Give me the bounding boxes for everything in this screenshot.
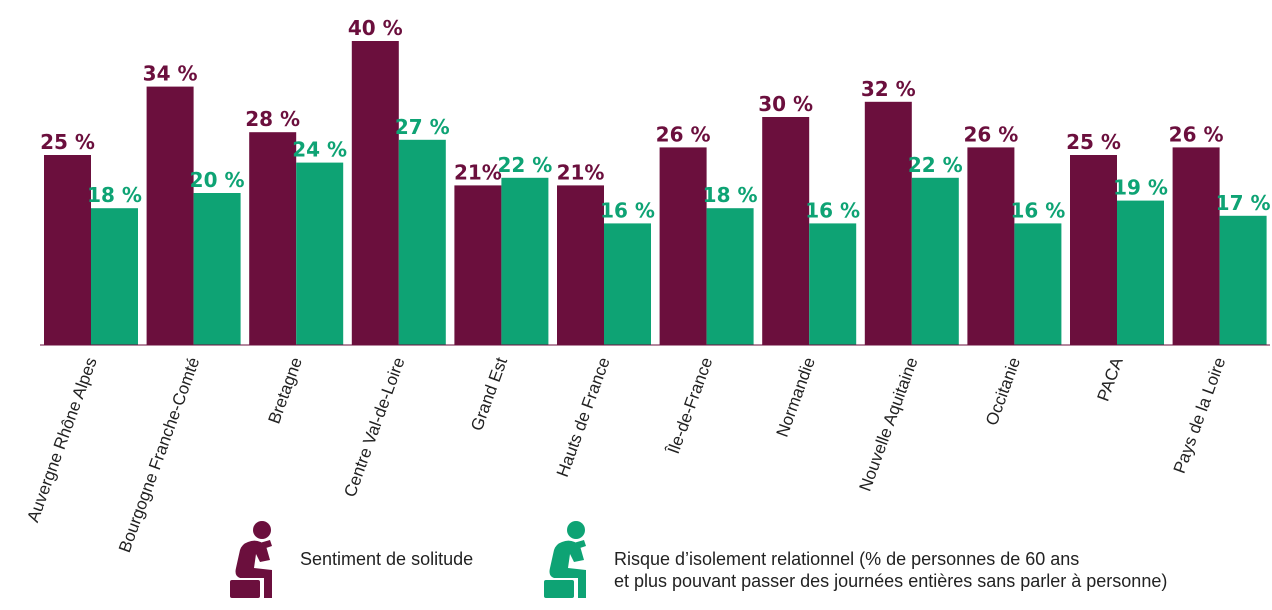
bar-isolement-3 (398, 139, 446, 345)
value-label-isolement-2: 24 % (292, 138, 347, 162)
value-label-solitude-1: 34 % (143, 62, 198, 86)
value-label-solitude-9: 26 % (963, 122, 1018, 146)
bar-isolement-11 (1219, 215, 1267, 345)
bars-group (44, 41, 1267, 345)
bar-solitude-8 (864, 101, 912, 345)
category-label-0: Auvergne Rhône Alpes (23, 355, 100, 525)
bar-solitude-0 (44, 155, 91, 345)
category-label-5: Hauts de France (553, 355, 614, 480)
value-label-isolement-0: 18 % (87, 183, 142, 207)
bar-isolement-2 (296, 162, 344, 345)
legend-isolement-text: Risque d’isolement relationnel (% de per… (614, 548, 1167, 592)
bar-isolement-4 (501, 177, 549, 345)
value-label-solitude-10: 25 % (1066, 130, 1121, 154)
value-label-solitude-8: 32 % (861, 77, 916, 101)
bar-isolement-0 (91, 208, 138, 345)
legend-isolement-line2: et plus pouvant passer des journées enti… (614, 571, 1168, 591)
bar-solitude-10 (1070, 155, 1117, 345)
bar-solitude-1 (146, 86, 194, 345)
bar-isolement-8 (911, 177, 959, 345)
value-labels-group: 25 %18 %34 %20 %28 %24 %40 %27 %21%22 % 2… (40, 16, 1270, 222)
person-head-in-hands-icon (230, 521, 272, 598)
value-label-solitude-4: 21% (454, 160, 502, 184)
category-label-6: Île-de-France (664, 355, 717, 457)
bar-solitude-9 (967, 147, 1015, 345)
bar-solitude-4 (454, 185, 502, 345)
legend-isolement: Risque d’isolement relationnel (% de per… (540, 520, 1167, 598)
bar-solitude-7 (762, 117, 810, 345)
bar-solitude-5 (557, 185, 604, 345)
bar-isolement-5 (604, 223, 651, 345)
bar-isolement-6 (706, 208, 754, 345)
bar-isolement-7 (809, 223, 857, 345)
bar-solitude-3 (351, 41, 399, 345)
person-head-in-hands-icon (544, 521, 586, 598)
category-label-4: Grand Est (467, 355, 511, 434)
value-label-solitude-2: 28 % (245, 107, 300, 131)
value-label-isolement-5: 16 % (600, 198, 655, 222)
value-label-isolement-6: 18 % (703, 183, 758, 207)
legend-solitude: Sentiment de solitude (226, 520, 473, 598)
bar-isolement-1 (193, 193, 241, 345)
value-label-isolement-7: 16 % (805, 198, 860, 222)
category-label-8: Nouvelle Aquitaine (856, 355, 922, 494)
value-label-solitude-5: 21% (557, 160, 605, 184)
value-label-isolement-10: 19 % (1113, 176, 1168, 200)
category-label-9: Occitanie (982, 355, 1024, 428)
value-label-solitude-7: 30 % (758, 92, 813, 116)
bar-solitude-2 (249, 132, 297, 345)
value-label-isolement-1: 20 % (190, 168, 245, 192)
value-label-solitude-6: 26 % (656, 122, 711, 146)
bar-solitude-6 (659, 147, 707, 345)
category-label-11: Pays de la Loire (1170, 355, 1230, 476)
value-label-solitude-0: 25 % (40, 130, 95, 154)
category-label-1: Bourgogne Franche-Comté (115, 355, 203, 555)
value-label-isolement-8: 22 % (908, 153, 963, 177)
value-label-solitude-11: 26 % (1169, 122, 1224, 146)
value-label-isolement-9: 16 % (1010, 198, 1065, 222)
category-label-2: Bretagne (265, 355, 306, 426)
bar-isolement-10 (1117, 200, 1164, 345)
bar-isolement-9 (1014, 223, 1062, 345)
value-label-isolement-4: 22 % (497, 153, 552, 177)
category-label-7: Normandie (773, 355, 819, 440)
category-label-10: PACA (1093, 354, 1126, 403)
value-label-solitude-3: 40 % (348, 16, 403, 40)
category-label-3: Centre Val-de-Loire (340, 355, 408, 500)
value-label-isolement-3: 27 % (395, 115, 450, 139)
bar-solitude-11 (1172, 147, 1220, 345)
legend-solitude-label: Sentiment de solitude (300, 549, 474, 569)
value-label-isolement-11: 17 % (1216, 191, 1271, 215)
legend-isolement-line1: Risque d’isolement relationnel (% de per… (614, 549, 1080, 569)
